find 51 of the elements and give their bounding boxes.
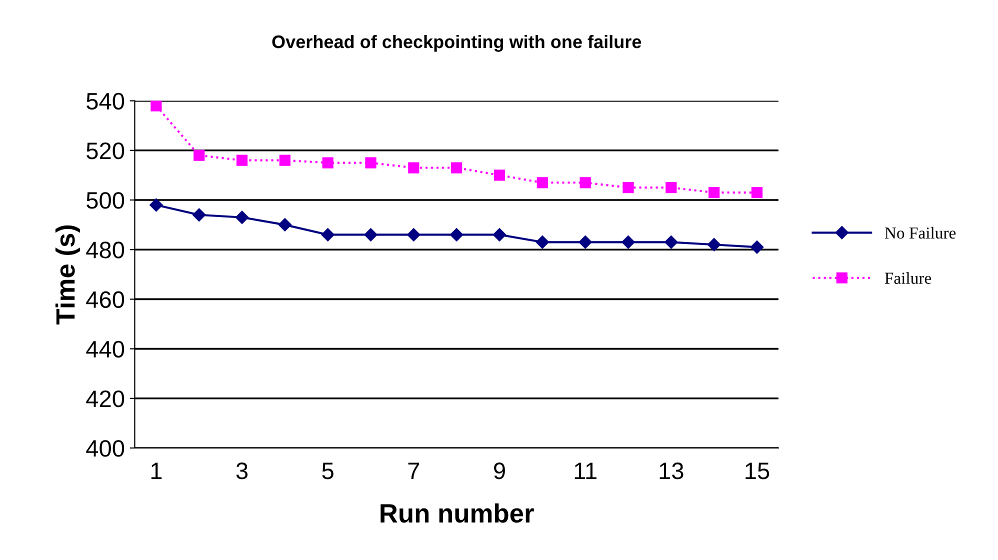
- point: [707, 238, 721, 252]
- point: [321, 228, 334, 242]
- legend-label: Failure: [884, 272, 932, 284]
- point: [194, 150, 205, 161]
- point: [708, 187, 720, 198]
- y-tick-label: 480: [86, 242, 124, 258]
- point: [150, 100, 162, 112]
- y-tick-label: 400: [86, 440, 124, 457]
- y-tick-label: 540: [86, 92, 124, 110]
- point: [407, 228, 420, 242]
- point: [279, 154, 290, 166]
- point: [192, 208, 206, 222]
- point: [492, 228, 506, 242]
- x-tick-label: 5: [322, 462, 334, 480]
- point: [622, 182, 634, 194]
- point: [451, 162, 462, 174]
- point: [622, 236, 635, 249]
- point: [751, 187, 763, 198]
- point: [536, 177, 548, 188]
- point: [278, 218, 292, 232]
- y-tick-label: 440: [86, 340, 124, 358]
- point: [365, 157, 376, 168]
- point: [450, 228, 464, 242]
- chart-title: Overhead of checkpointing with one failure: [272, 34, 642, 52]
- x-tick-label: 7: [408, 462, 420, 479]
- x-tick-label: 11: [574, 462, 596, 479]
- x-tick-label: 9: [494, 462, 505, 480]
- x-tick-label: 3: [236, 462, 248, 480]
- x-tick-label: 15: [746, 462, 770, 480]
- point: [235, 210, 249, 224]
- point: [236, 154, 248, 166]
- point: [408, 162, 420, 174]
- x-axis-title: Run number: [380, 503, 534, 523]
- x-tick-label: 1: [151, 462, 162, 479]
- point: [364, 228, 378, 242]
- point: [666, 182, 677, 194]
- y-tick-label: 500: [86, 192, 124, 209]
- point: [580, 177, 591, 188]
- y-tick-label: 460: [86, 291, 124, 308]
- y-axis-title: Time (s): [55, 225, 80, 324]
- x-tick-label: 13: [660, 462, 684, 480]
- point: [750, 240, 764, 254]
- y-tick-label: 420: [86, 390, 124, 408]
- legend-label: No Failure: [884, 226, 956, 239]
- y-tick-label: 520: [86, 142, 124, 160]
- point: [578, 236, 592, 249]
- point: [536, 236, 549, 249]
- point: [664, 236, 678, 249]
- point: [494, 170, 506, 181]
- point: [150, 198, 163, 212]
- point: [322, 157, 334, 168]
